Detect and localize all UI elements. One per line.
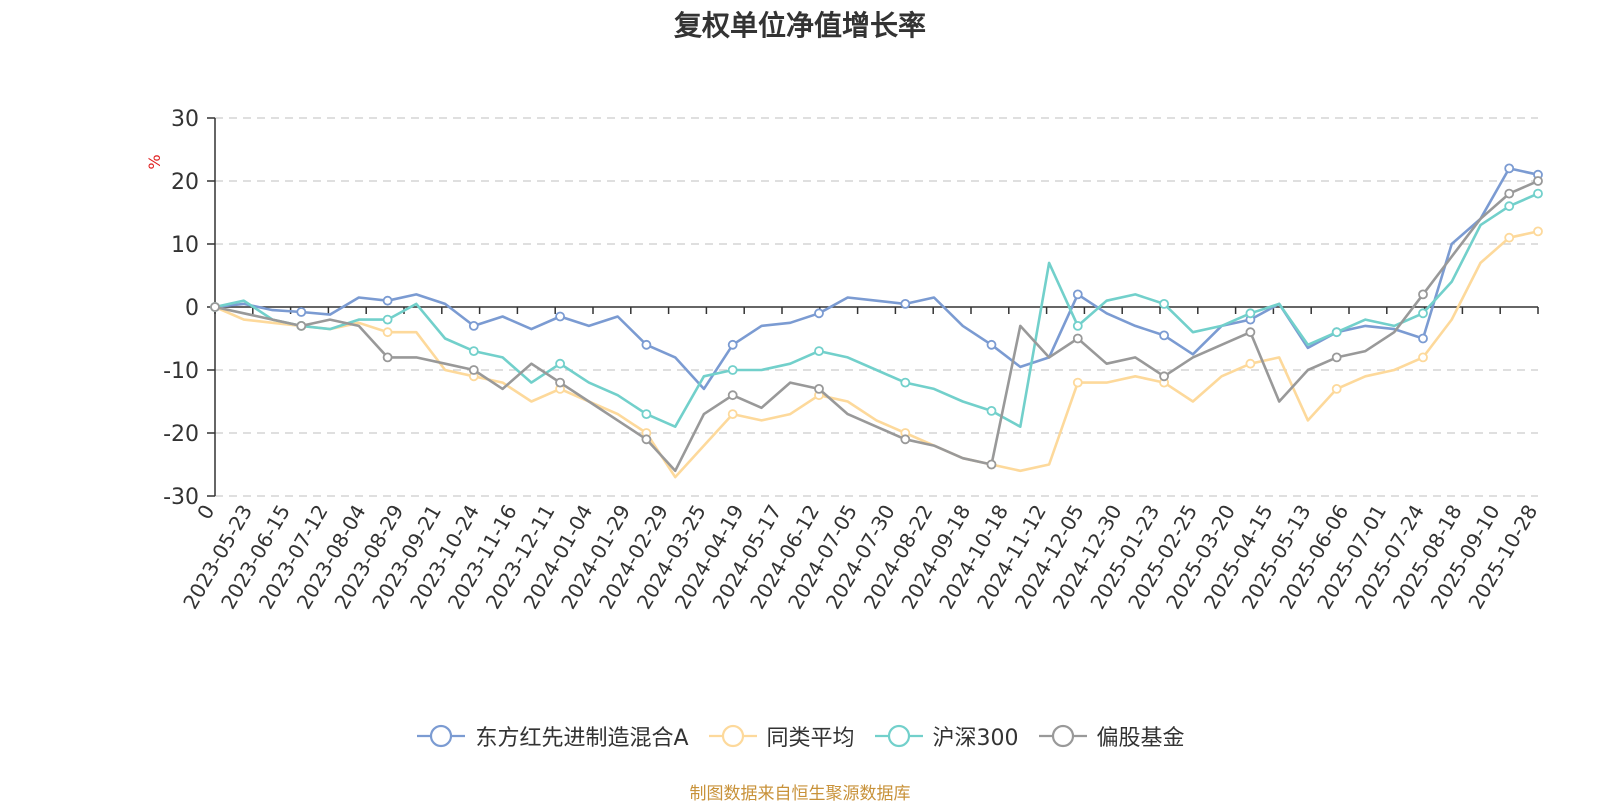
data-point [727,390,738,401]
data-point [1072,320,1083,331]
data-point [641,339,652,350]
y-tick-label: -20 [163,422,199,447]
data-point [1245,308,1256,319]
y-tick-label: 0 [185,296,199,321]
data-point [986,405,997,416]
legend-item-1[interactable]: 东方红先进制造混合A [415,720,689,752]
legend-label: 东方红先进制造混合A [475,726,689,751]
data-point [1418,289,1428,300]
data-point [900,377,911,388]
data-point [296,307,307,317]
chart-legend: 东方红先进制造混合A 同类平均 沪深300 偏股基金 [0,720,1600,752]
y-tick-label: -30 [163,485,199,510]
legend-label: 同类平均 [766,726,855,751]
data-point [1418,333,1428,344]
data-point [468,320,479,331]
y-axis-unit-label: % [145,154,164,169]
data-source-footnote: 制图数据来自恒生聚源数据库 [689,784,911,804]
y-tick-label: 10 [171,233,199,258]
data-point [641,434,652,445]
data-point [727,365,738,375]
series-line-1 [214,167,1539,391]
legend-item-4[interactable]: 偏股基金 [1037,720,1185,752]
data-point [1504,188,1515,199]
data-point [555,311,565,322]
data-point [382,352,393,363]
data-point [468,346,479,357]
y-tick-label: 20 [171,170,199,195]
data-point [1072,333,1083,344]
data-point [1245,327,1256,338]
legend-swatch [1038,724,1087,748]
legend-swatch [417,724,466,748]
legend-item-3[interactable]: 沪深300 [873,720,1019,752]
legend-label: 沪深300 [932,726,1019,751]
data-point [1159,298,1169,309]
data-point [468,365,479,375]
data-point [986,459,997,470]
series-line-3 [214,192,1539,429]
data-point [1418,352,1428,363]
data-point [814,308,824,319]
data-point [1533,188,1543,199]
x-tick-label: 0 [192,501,219,524]
series-line-2 [214,230,1539,479]
data-point [1504,232,1515,243]
data-point [382,327,393,338]
legend-swatch [874,724,923,748]
data-point [986,339,997,350]
data-point [1331,383,1342,394]
data-point [1159,330,1169,341]
data-point [1533,226,1543,237]
chart-title: 复权单位净值增长率 [673,9,926,42]
data-point [1072,289,1083,300]
data-point [900,434,911,445]
data-point [210,302,220,312]
data-point [1504,163,1515,174]
line-chart: 3020100-10-20-30%02023-05-232023-06-1520… [145,107,1543,613]
data-point [1245,358,1256,369]
data-point [641,409,652,420]
data-point [555,358,565,369]
data-point [900,298,911,309]
legend-label: 偏股基金 [1096,726,1185,751]
y-tick-label: 30 [171,107,199,132]
data-point [727,409,738,420]
legend-item-2[interactable]: 同类平均 [707,720,855,752]
data-point [382,314,393,325]
data-point [1159,371,1169,382]
data-point [814,346,824,357]
series-line-4 [214,179,1539,473]
data-point [555,377,565,388]
data-point [1418,308,1428,319]
data-point [382,295,393,306]
data-point [1072,377,1083,388]
data-point [727,339,738,350]
data-point [1331,327,1342,338]
y-tick-label: -10 [163,359,199,384]
data-point [814,383,824,394]
legend-swatch [708,724,757,748]
data-point [296,320,307,331]
data-point [1504,201,1515,212]
data-point [1533,176,1543,186]
data-point [1331,352,1342,363]
